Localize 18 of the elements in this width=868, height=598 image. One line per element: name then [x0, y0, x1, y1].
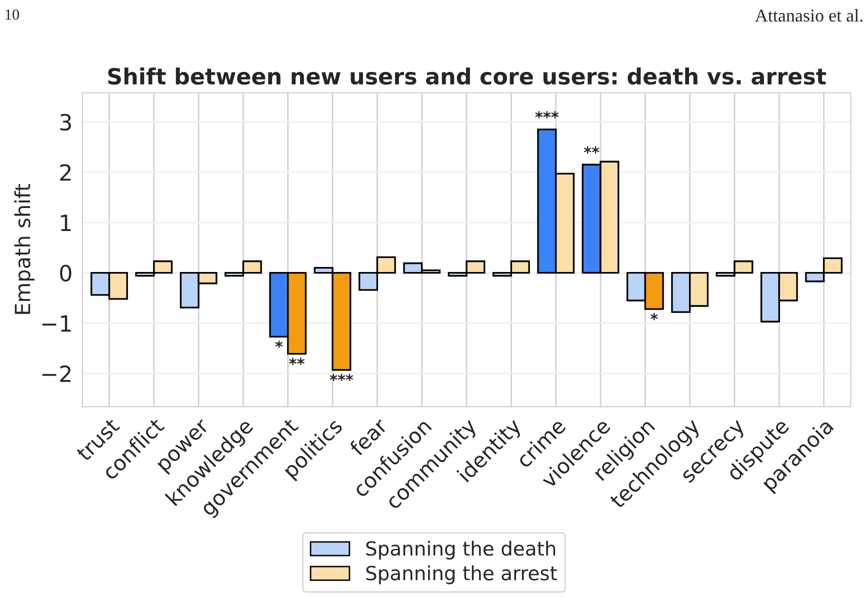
annotation: **: [289, 358, 305, 365]
y-tick-label: 2: [60, 164, 71, 181]
y-tick-label: −2: [42, 365, 71, 382]
y-tick-label: −1: [42, 315, 71, 332]
chart-title: Shift between new users and core users: death vs. arrest: [108, 67, 826, 85]
annotation: *: [650, 313, 658, 320]
y-tick-label: 1: [61, 214, 71, 231]
y-axis-title: Empath shift: [14, 184, 34, 314]
text: 10: [6, 9, 20, 20]
annotation: ***: [330, 374, 354, 381]
annotation: **: [584, 146, 600, 154]
annotation: *: [275, 340, 283, 348]
legend-label: Spanning the arrest: [366, 565, 557, 584]
legend-label: Spanning the death: [366, 540, 556, 560]
text: Attanasio et al.: [755, 8, 862, 22]
annotation: ***: [535, 111, 559, 118]
y-tick-label: 0: [60, 264, 72, 282]
y-tick-label: 3: [60, 114, 71, 131]
